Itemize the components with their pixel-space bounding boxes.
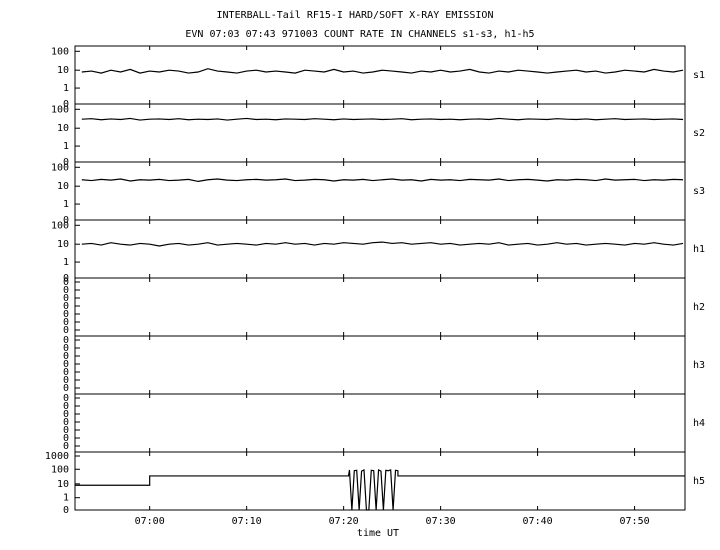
y-tick-label: 0 (63, 375, 69, 386)
y-tick-label: 0 (63, 285, 69, 296)
chart-subtitle: EVN 07:03 07:43 971003 COUNT RATE IN CHA… (185, 29, 534, 40)
y-tick-label: 0 (63, 215, 69, 226)
y-tick-label: 0 (63, 351, 69, 362)
data-line (81, 117, 684, 121)
y-tick-label: 10 (57, 479, 69, 490)
y-tick-label: 0 (63, 273, 69, 284)
y-tick-label: 100 (51, 46, 69, 57)
x-tick-label: 07:40 (523, 516, 553, 527)
panel-label: h3 (693, 360, 705, 371)
y-tick-label: 0 (63, 367, 69, 378)
y-tick-label: 0 (63, 309, 69, 320)
y-tick-label: 0 (63, 393, 69, 404)
y-tick-label: 0 (63, 99, 69, 110)
panel-frame (74, 219, 686, 279)
data-line (81, 68, 684, 74)
data-line (75, 469, 685, 511)
panel-frame (74, 45, 686, 105)
y-tick-label: 0 (63, 293, 69, 304)
y-tick-label: 1 (63, 257, 69, 268)
x-tick-label: 07:20 (329, 516, 359, 527)
panel-label: s1 (693, 70, 705, 81)
y-tick-label: 10 (57, 65, 69, 76)
x-axis-label: time UT (357, 528, 399, 539)
y-tick-label: 100 (51, 162, 69, 173)
panel-label: h1 (693, 244, 705, 255)
y-tick-label: 0 (63, 335, 69, 346)
y-tick-label: 10 (57, 123, 69, 134)
x-tick-label: 07:50 (620, 516, 650, 527)
y-tick-label: 0 (63, 301, 69, 312)
y-tick-label: 0 (63, 425, 69, 436)
y-tick-label: 10 (57, 181, 69, 192)
data-line (81, 178, 684, 183)
x-tick-label: 07:30 (426, 516, 456, 527)
panel-label: s3 (693, 186, 705, 197)
y-tick-label: 0 (63, 317, 69, 328)
y-tick-label: 1 (63, 83, 69, 94)
x-tick-label: 07:10 (232, 516, 262, 527)
y-tick-label: 0 (63, 157, 69, 168)
y-tick-label: 10 (57, 239, 69, 250)
y-tick-label: 0 (63, 505, 69, 516)
panel-label: s2 (693, 128, 705, 139)
y-tick-label: 0 (63, 383, 69, 394)
panel-frame (74, 161, 686, 221)
y-tick-label: 1000 (45, 451, 69, 462)
panel-frame (74, 335, 686, 395)
panel-frame (74, 103, 686, 163)
panel-frame (74, 277, 686, 337)
chart-title: INTERBALL-Tail RF15-I HARD/SOFT X-RAY EM… (217, 10, 494, 21)
panel-label: h2 (693, 302, 705, 313)
y-tick-label: 1 (63, 493, 69, 504)
data-line (81, 241, 684, 247)
y-tick-label: 0 (63, 401, 69, 412)
panel-label: h4 (693, 418, 705, 429)
y-tick-label: 0 (63, 325, 69, 336)
y-tick-label: 100 (51, 220, 69, 231)
x-tick-label: 07:00 (135, 516, 165, 527)
y-tick-label: 100 (51, 104, 69, 115)
y-tick-label: 100 (51, 464, 69, 475)
y-tick-label: 1 (63, 141, 69, 152)
panel-label: h5 (693, 476, 705, 487)
panel-frame (74, 451, 686, 511)
y-tick-label: 0 (63, 409, 69, 420)
y-tick-label: 0 (63, 417, 69, 428)
y-tick-label: 0 (63, 277, 69, 288)
y-tick-label: 0 (63, 433, 69, 444)
panel-frame (74, 393, 686, 453)
y-tick-label: 0 (63, 359, 69, 370)
y-tick-label: 1 (63, 199, 69, 210)
y-tick-label: 0 (63, 441, 69, 452)
y-tick-label: 0 (63, 343, 69, 354)
